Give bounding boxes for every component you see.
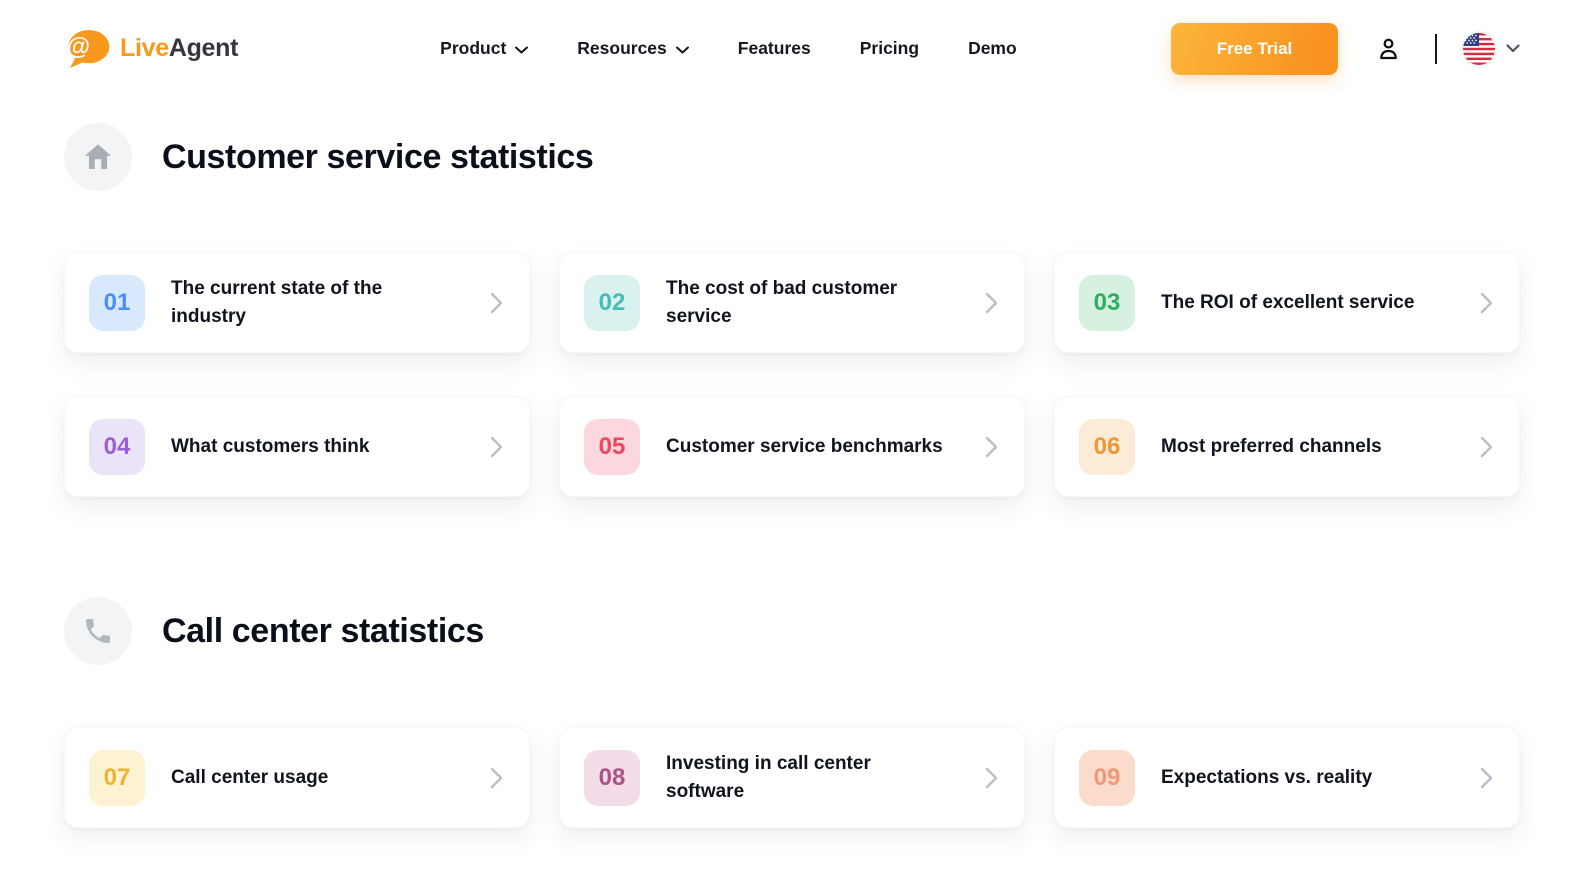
topic-card-06[interactable]: 06 Most preferred channels (1054, 396, 1520, 497)
home-icon (84, 144, 112, 170)
card-title: Most preferred channels (1161, 435, 1382, 457)
section-icon-circle (64, 597, 132, 665)
topic-card-05[interactable]: 05 Customer service benchmarks (559, 396, 1025, 497)
chevron-right-icon (985, 436, 998, 458)
flag-circle (1461, 30, 1497, 67)
us-flag-icon (1463, 32, 1495, 65)
card-title: Customer service benchmarks (666, 435, 943, 457)
card-number-badge: 08 (584, 749, 640, 806)
chevron-right-icon (1480, 436, 1493, 458)
person-icon (1380, 38, 1397, 59)
call-center-cards: 07 Call center usage 08 Investing in cal… (0, 727, 1584, 828)
chevron-right-icon (490, 767, 503, 789)
topic-card-08[interactable]: 08 Investing in call center software (559, 727, 1025, 828)
nav-resources[interactable]: Resources (577, 38, 689, 59)
card-title: The current state of the industry (171, 277, 383, 327)
nav-product[interactable]: Product (440, 38, 529, 59)
card-number-badge: 01 (89, 274, 145, 331)
section-customer-service-header: Customer service statistics (0, 123, 1584, 191)
header-divider (1435, 33, 1437, 64)
card-title: Call center usage (171, 766, 329, 788)
chevron-down-icon (675, 46, 689, 53)
card-title: The cost of bad customer service (666, 277, 898, 327)
chevron-right-icon (1480, 767, 1493, 789)
topic-card-02[interactable]: 02 The cost of bad customer service (559, 252, 1025, 353)
chevron-right-icon (985, 767, 998, 789)
section-call-center-header: Call center statistics (0, 597, 1584, 665)
topic-card-01[interactable]: 01 The current state of the industry (64, 252, 530, 353)
logo-text: LiveAgent (120, 34, 239, 62)
chevron-down-icon (1506, 44, 1520, 53)
phone-icon (86, 619, 110, 643)
card-number-badge: 04 (89, 418, 145, 475)
card-number-badge: 07 (89, 749, 145, 806)
card-title: Expectations vs. reality (1161, 766, 1373, 788)
customer-service-cards: 01 The current state of the industry 02 … (0, 252, 1584, 497)
nav-demo[interactable]: Demo (968, 38, 1017, 58)
chevron-right-icon (985, 292, 998, 314)
card-number-badge: 03 (1079, 274, 1135, 331)
speech-bubble-at-icon: @ (67, 29, 110, 68)
topic-card-03[interactable]: 03 The ROI of excellent service (1054, 252, 1520, 353)
section-icon-circle (64, 123, 132, 191)
card-title: The ROI of excellent service (1161, 291, 1415, 313)
card-number-badge: 06 (1079, 418, 1135, 475)
header-right: Free Trial (1171, 22, 1520, 75)
language-selector[interactable] (1461, 30, 1520, 67)
nav-features[interactable]: Features (737, 38, 811, 58)
free-trial-button[interactable]: Free Trial (1171, 22, 1338, 75)
section-title: Call center statistics (162, 611, 484, 650)
liveagent-logo[interactable]: @ LiveAgent (64, 29, 238, 69)
card-number-badge: 09 (1079, 749, 1135, 806)
main-nav: Product Resources Features Pricing Demo (440, 38, 1017, 59)
header: @ LiveAgent Product Resources Features P… (0, 0, 1584, 97)
chevron-right-icon (490, 436, 503, 458)
card-number-badge: 02 (584, 274, 640, 331)
nav-pricing[interactable]: Pricing (859, 38, 920, 58)
card-number-badge: 05 (584, 418, 640, 475)
topic-card-04[interactable]: 04 What customers think (64, 396, 530, 497)
section-title: Customer service statistics (162, 137, 594, 176)
chevron-right-icon (490, 292, 503, 314)
account-icon[interactable] (1375, 35, 1402, 63)
card-title: Investing in call center software (666, 752, 871, 802)
svg-text:@: @ (67, 33, 90, 60)
card-title: What customers think (171, 435, 370, 457)
chevron-right-icon (1480, 292, 1493, 314)
chevron-down-icon (515, 46, 529, 53)
topic-card-07[interactable]: 07 Call center usage (64, 727, 530, 828)
topic-card-09[interactable]: 09 Expectations vs. reality (1054, 727, 1520, 828)
